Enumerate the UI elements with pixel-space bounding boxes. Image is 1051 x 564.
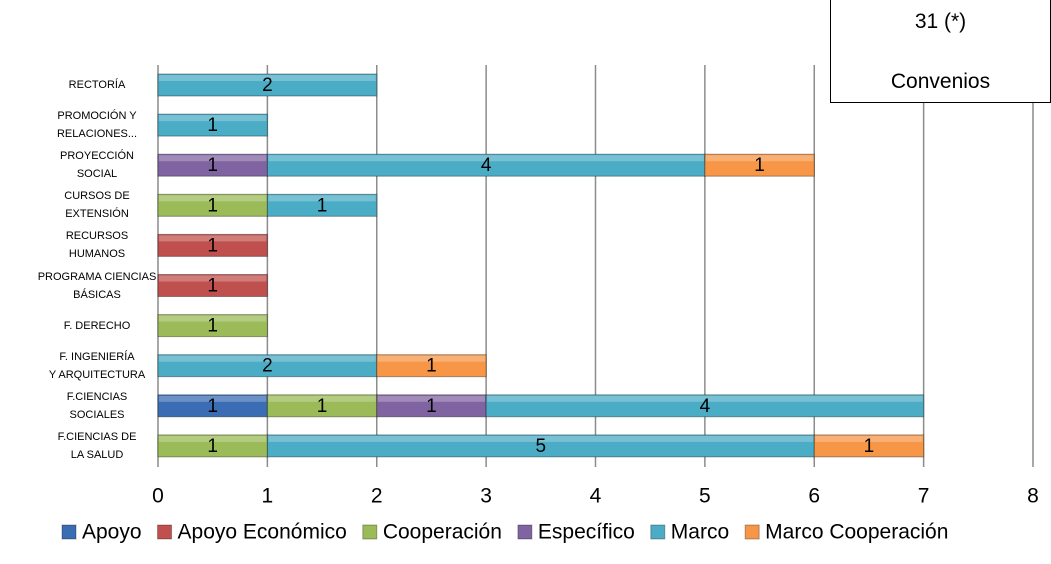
legend-label: Marco Cooperación: [765, 521, 948, 544]
data-label: 1: [754, 155, 765, 176]
x-tick-label: 8: [1027, 485, 1039, 508]
data-label: 1: [317, 195, 328, 216]
bar-highlight: [268, 435, 814, 442]
bar: [157, 274, 268, 297]
legend-swatch: [157, 524, 173, 540]
data-label: 1: [207, 115, 218, 136]
annotation-box: 31 (*) Convenios: [830, 0, 1051, 103]
y-tick-label: F.CIENCIAS SOCIALES: [66, 390, 128, 421]
bar-highlight: [268, 195, 376, 202]
y-tick-label: RECTORÍA: [68, 79, 126, 91]
x-tick-label: 3: [480, 485, 492, 508]
data-label: 1: [864, 436, 875, 457]
bar-highlight: [159, 115, 267, 122]
data-label: 1: [207, 195, 218, 216]
y-tick-label: PROGRAMA CIENCIAS BÁSICAS: [37, 270, 157, 301]
legend-swatch: [362, 524, 378, 540]
legend-swatch: [517, 524, 533, 540]
data-label: 2: [262, 75, 273, 96]
legend-label: Cooperación: [383, 521, 502, 544]
data-label: 1: [426, 356, 437, 377]
y-tick-label: PROMOCIÓN Y RELACIONES...: [56, 110, 138, 141]
data-label: 4: [481, 155, 492, 176]
data-label: 1: [426, 396, 437, 417]
bar: [485, 394, 925, 418]
data-label: 1: [207, 316, 218, 337]
x-tick-label: 5: [699, 485, 711, 508]
bar: [376, 354, 487, 378]
data-label: 1: [207, 396, 218, 417]
x-tick-label: 1: [262, 485, 274, 508]
data-label: 2: [262, 356, 273, 377]
data-label: 4: [700, 396, 711, 417]
bar-highlight: [159, 355, 376, 362]
y-tick-label: RECURSOS HUMANOS: [65, 230, 129, 261]
bar-highlight: [159, 435, 267, 442]
annotation-text: 31 (*): [914, 10, 967, 33]
legend-swatch: [744, 524, 760, 540]
bar-highlight: [268, 155, 704, 162]
bar-highlight: [159, 395, 267, 402]
data-label: 1: [317, 396, 328, 417]
bar-highlight: [377, 355, 486, 362]
bar-highlight: [159, 275, 267, 282]
bar: [157, 73, 378, 97]
bar: [813, 434, 925, 458]
x-tick-label: 6: [808, 485, 820, 508]
bar-highlight: [815, 435, 923, 442]
annotation-text: Convenios: [890, 70, 991, 93]
bar-highlight: [159, 75, 376, 81]
data-label: 1: [207, 276, 218, 297]
y-tick-label: F.CIENCIAS DE LA SALUD: [57, 430, 137, 461]
y-tick-label: CURSOS DE EXTENSIÓN: [64, 190, 130, 221]
x-tick-label: 7: [918, 485, 930, 508]
bar-highlight: [159, 315, 267, 322]
bar: [704, 153, 815, 177]
data-label: 5: [536, 436, 547, 457]
bar-highlight: [268, 395, 376, 402]
data-label: 1: [207, 436, 218, 457]
bar-highlight: [159, 235, 267, 242]
bar-highlight: [159, 195, 267, 202]
bar-highlight: [487, 395, 923, 402]
legend-label: Apoyo: [82, 521, 142, 544]
x-tick-label: 0: [152, 485, 164, 508]
x-tick-label: 4: [590, 485, 602, 508]
y-tick-label: F. DERECHO: [63, 319, 131, 332]
bar-highlight: [705, 155, 814, 162]
legend: Apoyo Apoyo Económico Cooperación Específic…: [61, 521, 948, 544]
bar: [157, 314, 268, 338]
bar: [266, 193, 378, 217]
bar: [157, 113, 268, 137]
bar: [157, 233, 268, 257]
bar-highlight: [159, 155, 267, 162]
legend-label: Marco: [671, 521, 729, 544]
y-tick-label: PROYECCIÓN SOCIAL: [60, 150, 134, 181]
legend-swatch: [61, 524, 77, 540]
y-tick-label: F. INGENIERÍA Y ARQUITECTURA: [48, 350, 146, 381]
data-label: 1: [207, 155, 218, 176]
legend-label: Específico: [538, 521, 635, 544]
x-tick-label: 2: [371, 485, 383, 508]
legend-swatch: [650, 524, 666, 540]
legend-label: Apoyo Económico: [178, 521, 347, 544]
data-label: 1: [207, 235, 218, 256]
bar-highlight: [377, 395, 486, 402]
